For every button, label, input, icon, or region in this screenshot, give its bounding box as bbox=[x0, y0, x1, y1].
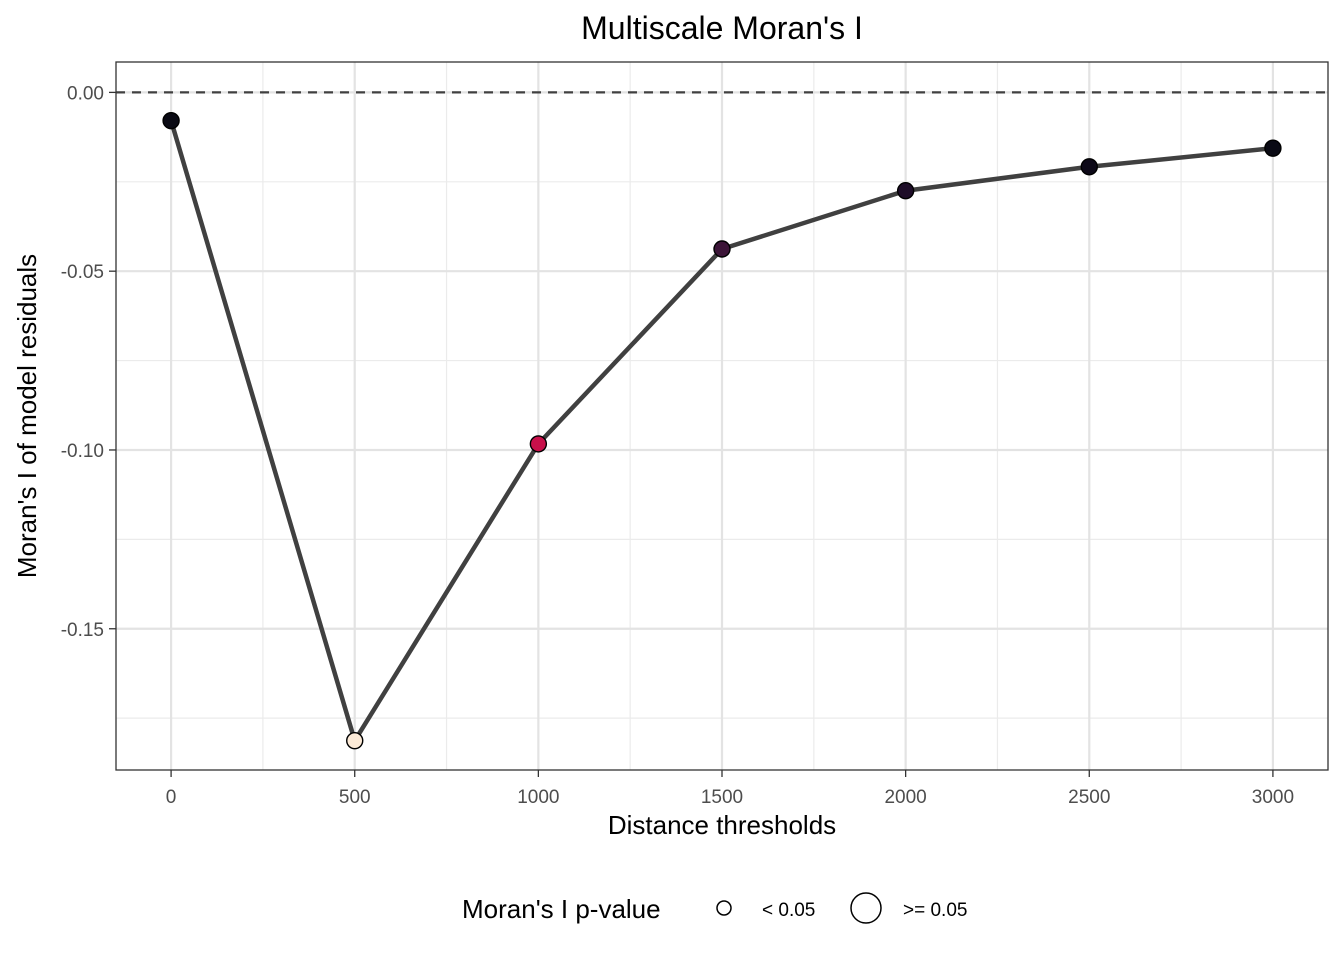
x-tick-label: 0 bbox=[166, 787, 177, 808]
x-tick-label: 2000 bbox=[884, 787, 926, 808]
data-point-1 bbox=[346, 731, 364, 750]
x-axis-title: Distance thresholds bbox=[608, 810, 836, 840]
x-tick-label: 2500 bbox=[1068, 787, 1110, 808]
x-tick-label: 1000 bbox=[517, 787, 559, 808]
data-point-4 bbox=[896, 182, 915, 200]
major-gridlines bbox=[116, 62, 1328, 770]
data-points bbox=[162, 111, 1282, 750]
legend-key-large-circle bbox=[850, 892, 882, 924]
x-tick-label: 500 bbox=[339, 787, 371, 808]
x-tick-label: 1500 bbox=[701, 787, 743, 808]
y-tick-label: -0.15 bbox=[61, 620, 104, 641]
chart-title: Multiscale Moran's I bbox=[581, 10, 863, 46]
data-point-6 bbox=[1264, 139, 1282, 157]
legend-key-small-circle bbox=[716, 900, 732, 916]
legend-label-significant: < 0.05 bbox=[762, 900, 815, 921]
data-point-5 bbox=[1080, 158, 1098, 176]
y-tick-label: -0.10 bbox=[61, 441, 104, 462]
data-point-3 bbox=[713, 240, 731, 258]
y-axis-title: Moran's I of model residuals bbox=[12, 254, 42, 578]
legend-title: Moran's I p-value bbox=[462, 894, 661, 924]
y-tick-label: 0.00 bbox=[67, 83, 104, 104]
y-tick-label: -0.05 bbox=[61, 262, 104, 283]
legend: Moran's I p-value < 0.05 >= 0.05 bbox=[462, 892, 967, 924]
data-point-0 bbox=[162, 111, 180, 130]
y-axis-ticks: 0.00 -0.05 -0.10 -0.15 bbox=[61, 83, 116, 641]
legend-label-not-significant: >= 0.05 bbox=[903, 900, 967, 921]
x-axis-ticks: 0 500 1000 1500 2000 2500 3000 bbox=[166, 770, 1294, 808]
x-tick-label: 3000 bbox=[1252, 787, 1294, 808]
data-point-2 bbox=[529, 435, 548, 453]
plot-panel bbox=[115, 61, 1329, 771]
